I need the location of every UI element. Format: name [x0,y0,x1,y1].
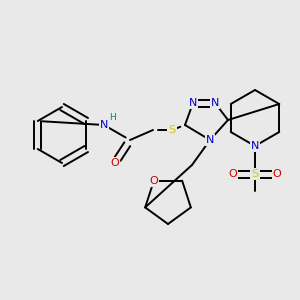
Text: S: S [168,125,175,135]
Text: N: N [100,120,108,130]
Text: N: N [206,135,214,145]
Text: O: O [229,169,237,179]
Text: O: O [111,158,119,168]
Text: S: S [251,169,259,179]
Text: N: N [211,98,219,108]
Text: H: H [110,112,116,122]
Text: N: N [189,98,197,108]
Text: N: N [251,141,259,151]
Text: O: O [149,176,158,186]
Text: O: O [273,169,281,179]
